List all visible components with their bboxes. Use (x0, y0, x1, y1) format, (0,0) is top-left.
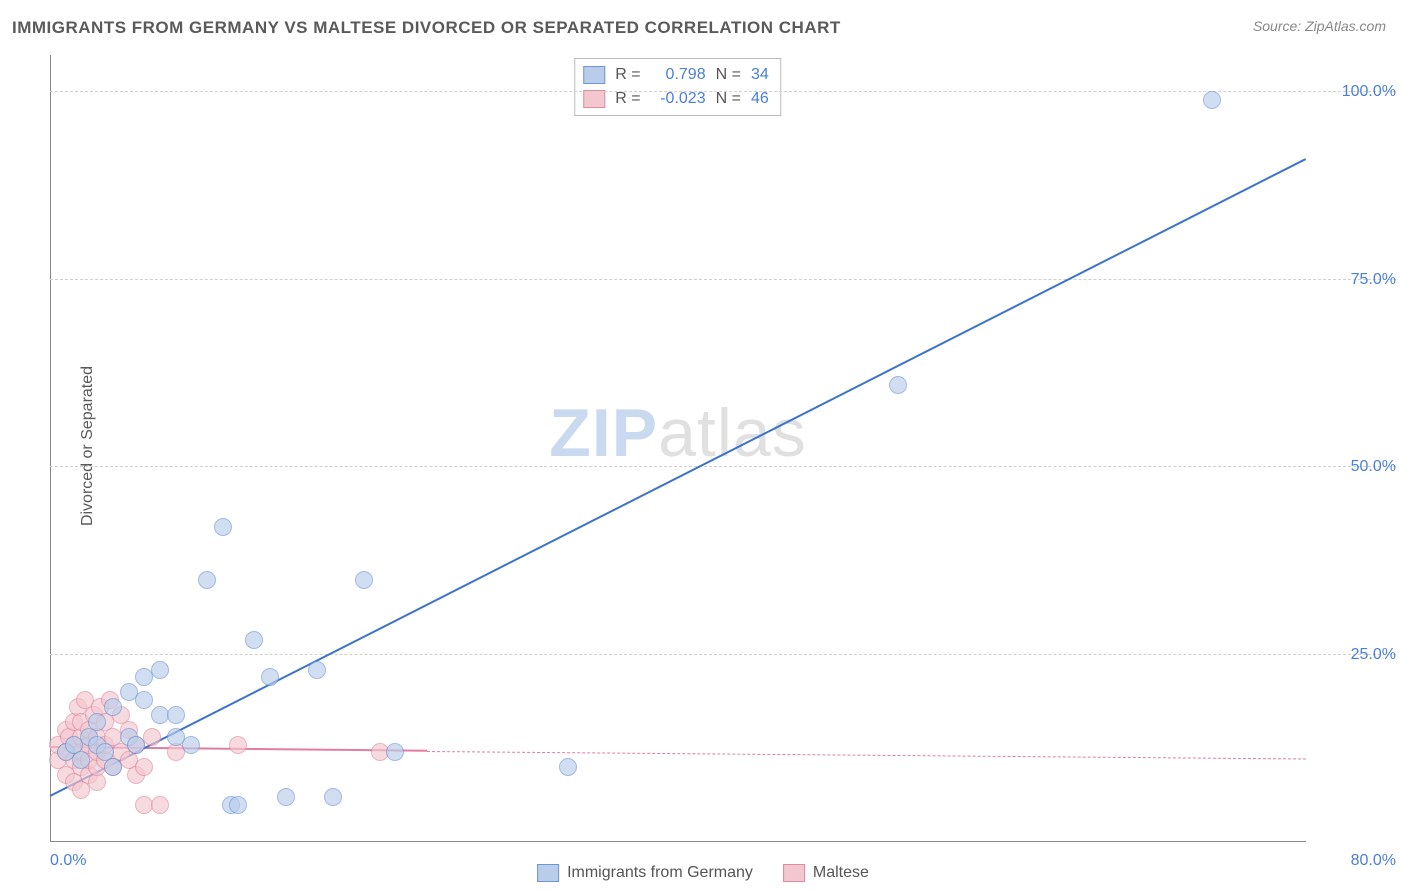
watermark-zip: ZIP (549, 395, 658, 471)
data-point (214, 518, 232, 536)
swatch-series-1 (583, 90, 605, 108)
plot-area: ZIPatlas R = 0.798 N = 34 R = -0.023 N =… (50, 55, 1306, 842)
legend-swatch-0 (537, 864, 559, 882)
data-point (198, 571, 216, 589)
grid-line (50, 279, 1396, 280)
n-label: N = (716, 63, 741, 87)
legend-label-1: Maltese (813, 864, 869, 882)
y-tick-label: 50.0% (1316, 458, 1396, 476)
data-point (135, 758, 153, 776)
data-point (72, 751, 90, 769)
legend-row-series-0: R = 0.798 N = 34 (583, 63, 768, 87)
legend-item-0: Immigrants from Germany (537, 864, 753, 882)
r-value-0: 0.798 (651, 63, 706, 87)
x-tick-min: 0.0% (50, 852, 86, 870)
chart-title: IMMIGRANTS FROM GERMANY VS MALTESE DIVOR… (12, 18, 841, 38)
data-point (151, 796, 169, 814)
data-point (182, 736, 200, 754)
data-point (277, 788, 295, 806)
data-point (104, 698, 122, 716)
x-axis-line (50, 841, 1306, 842)
n-value-0: 34 (751, 63, 769, 87)
data-point (308, 661, 326, 679)
data-point (135, 691, 153, 709)
data-point (245, 631, 263, 649)
x-tick-max: 80.0% (1316, 852, 1396, 870)
data-point (229, 796, 247, 814)
y-tick-label: 25.0% (1316, 646, 1396, 664)
y-axis-line (50, 55, 51, 842)
grid-line (50, 91, 1396, 92)
data-point (143, 728, 161, 746)
data-point (355, 571, 373, 589)
source-attribution: Source: ZipAtlas.com (1253, 18, 1386, 34)
data-point (261, 668, 279, 686)
data-point (1203, 91, 1221, 109)
legend-item-1: Maltese (783, 864, 869, 882)
data-point (386, 743, 404, 761)
data-point (324, 788, 342, 806)
data-point (151, 661, 169, 679)
data-point (127, 736, 145, 754)
y-tick-label: 100.0% (1316, 83, 1396, 101)
data-point (229, 736, 247, 754)
correlation-chart: IMMIGRANTS FROM GERMANY VS MALTESE DIVOR… (0, 0, 1406, 892)
data-point (167, 706, 185, 724)
series-legend: Immigrants from Germany Maltese (537, 864, 869, 882)
swatch-series-0 (583, 66, 605, 84)
data-point (88, 713, 106, 731)
legend-label-0: Immigrants from Germany (567, 864, 753, 882)
data-point (104, 758, 122, 776)
grid-line (50, 466, 1396, 467)
r-label: R = (615, 63, 640, 87)
grid-line (50, 654, 1396, 655)
watermark-atlas: atlas (658, 395, 807, 471)
trend-line (50, 158, 1307, 797)
legend-swatch-1 (783, 864, 805, 882)
data-point (559, 758, 577, 776)
correlation-legend: R = 0.798 N = 34 R = -0.023 N = 46 (574, 58, 781, 116)
data-point (889, 376, 907, 394)
y-tick-label: 75.0% (1316, 271, 1396, 289)
trend-line (427, 751, 1306, 759)
